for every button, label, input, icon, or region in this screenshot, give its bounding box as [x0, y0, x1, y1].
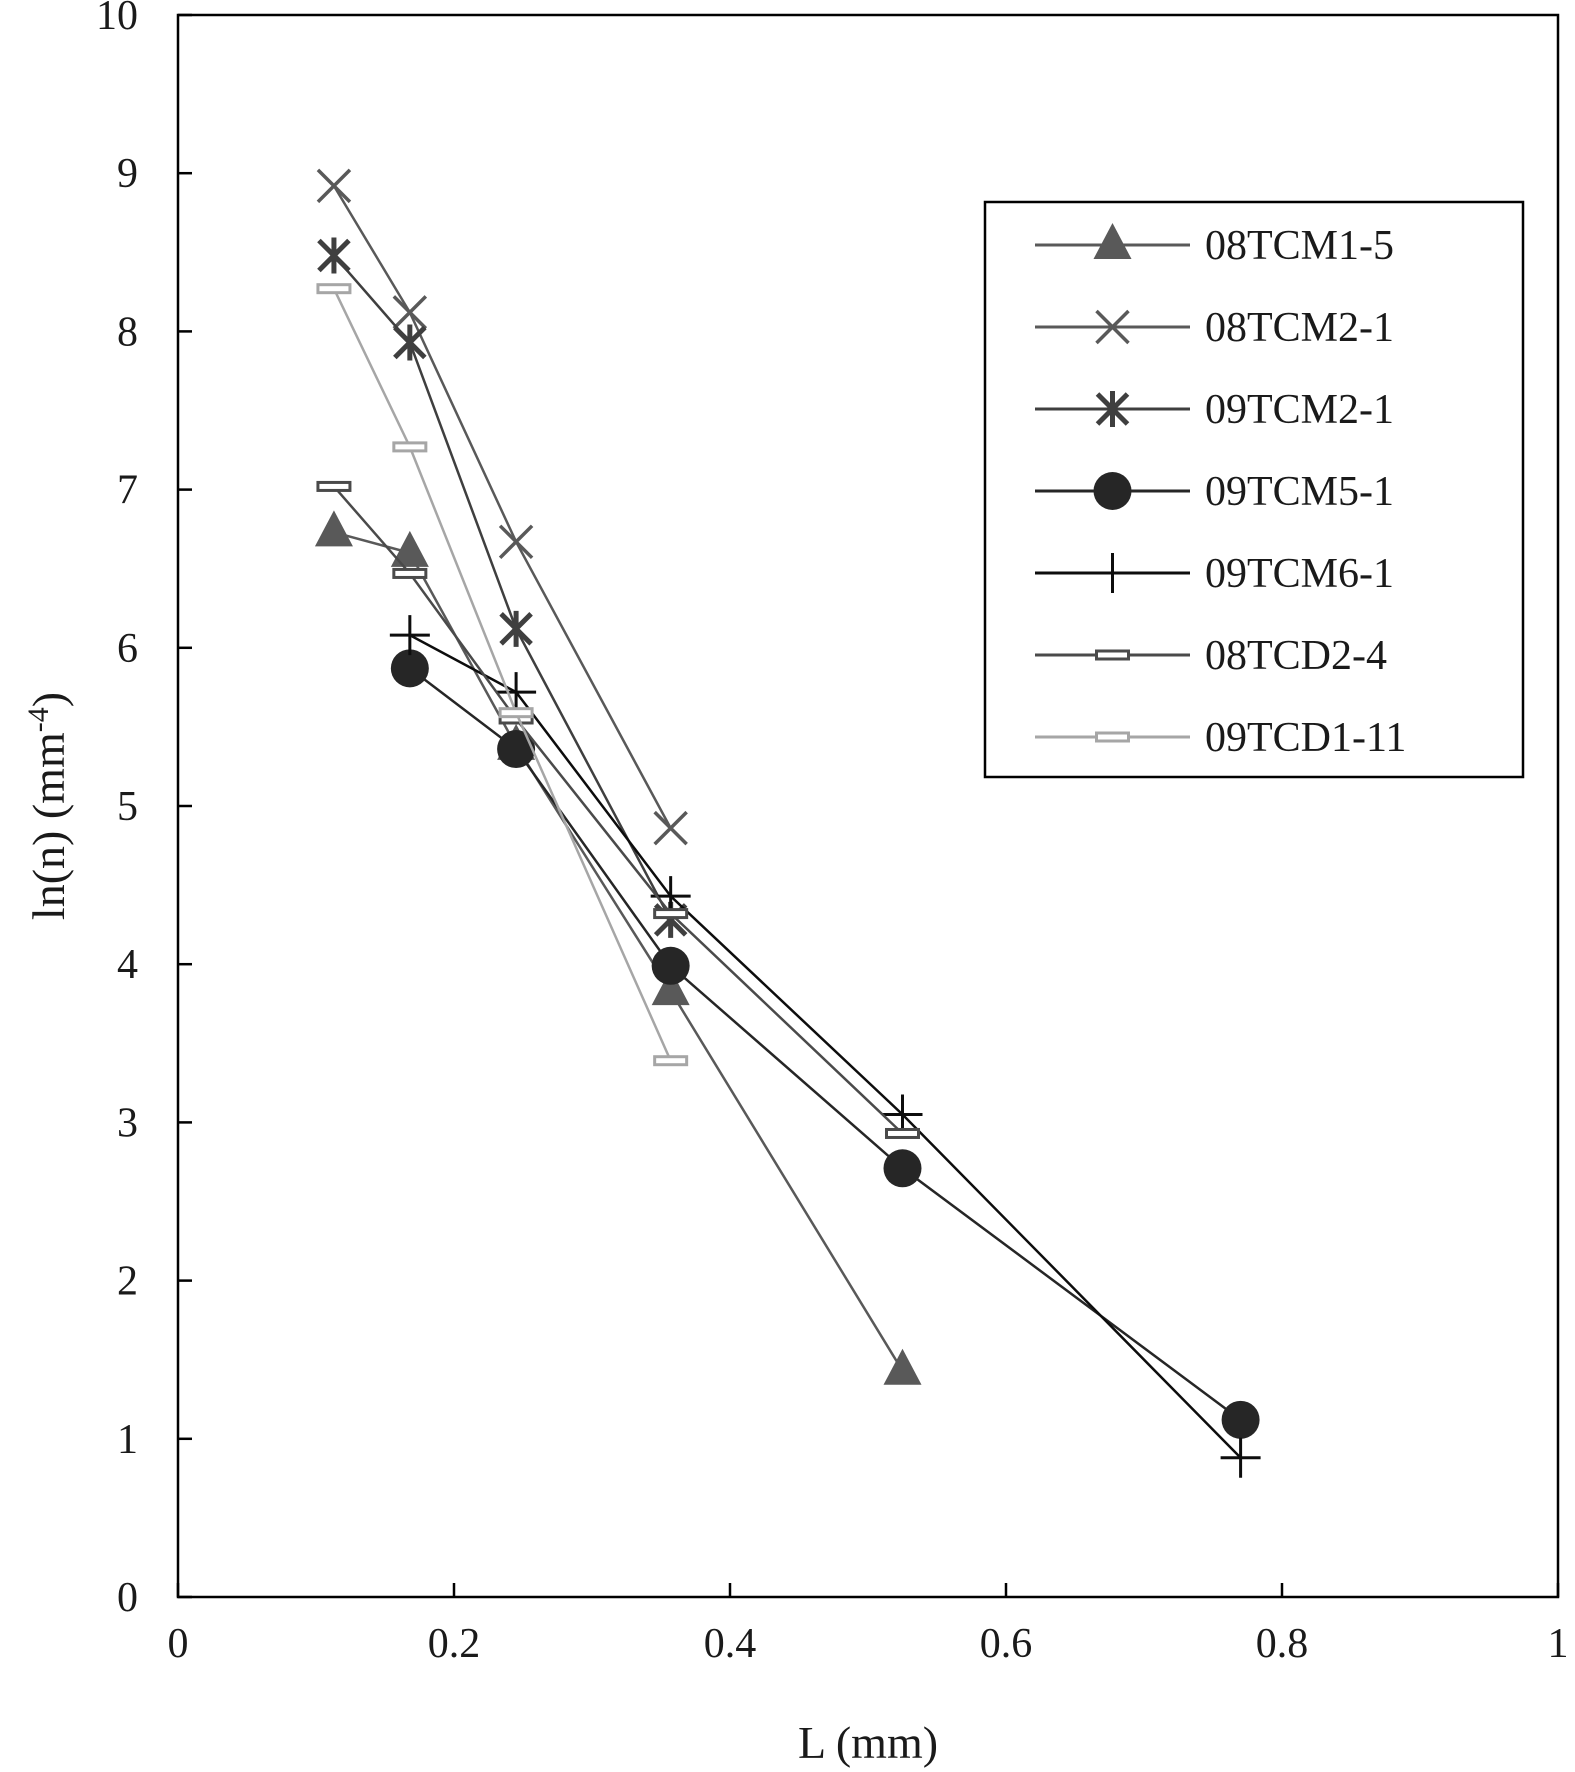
y-tick-label: 8 [117, 309, 138, 355]
y-axis-ticks: 0 1 2 3 4 5 6 7 8 9 10 [96, 0, 192, 1621]
series-layer [314, 168, 1261, 1478]
data-point [653, 810, 688, 846]
legend-marker [1093, 223, 1132, 259]
legend-marker [1092, 553, 1133, 593]
legend-entry: 09TCD1-11 [1035, 715, 1406, 761]
x-tick-label: 0.2 [428, 1621, 481, 1667]
legend-entry: 09TCM2-1 [1035, 387, 1394, 433]
data-point [653, 1055, 689, 1067]
data-point [882, 1094, 923, 1135]
legend-marker [1095, 731, 1130, 743]
series-08TCD2-4 [316, 480, 920, 1139]
legend-label: 08TCM1-5 [1205, 223, 1394, 269]
data-point [496, 672, 537, 713]
legend-label: 08TCM2-1 [1205, 305, 1394, 351]
data-point [317, 237, 351, 274]
legend-marker [1095, 309, 1130, 345]
data-point [499, 610, 533, 647]
y-tick-label: 7 [117, 468, 138, 514]
x-axis-title: L (mm) [798, 1717, 938, 1768]
legend-entry: 09TCM5-1 [1035, 469, 1394, 515]
series-line [332, 254, 672, 921]
series-09TCD1-11 [316, 283, 689, 1067]
legend-marker [1095, 649, 1130, 661]
y-tick-label: 2 [117, 1259, 138, 1305]
data-point [316, 480, 352, 492]
data-point [1220, 1437, 1261, 1478]
data-point [392, 295, 428, 330]
data-point [651, 969, 690, 1006]
series-line [332, 485, 904, 1135]
y-tick-label: 10 [96, 0, 138, 39]
series-09TCM2-1 [317, 237, 688, 938]
data-point [390, 530, 429, 567]
x-tick-label: 0.6 [980, 1621, 1033, 1667]
data-point [883, 1348, 922, 1385]
y-tick-label: 0 [117, 1575, 138, 1621]
data-point [314, 510, 353, 547]
x-axis-ticks: 0 0.2 0.4 0.6 0.8 1 [168, 1583, 1569, 1667]
legend-label: 09TCM2-1 [1205, 387, 1394, 433]
data-point [885, 1127, 920, 1139]
series-08TCM2-1 [316, 168, 688, 846]
series-09TCM6-1 [389, 615, 1261, 1478]
legend-label: 09TCD1-11 [1205, 715, 1406, 761]
y-tick-label: 6 [117, 626, 138, 672]
series-line [332, 185, 672, 829]
legend-label: 08TCD2-4 [1205, 633, 1387, 679]
legend-label: 09TCM5-1 [1205, 469, 1394, 515]
y-axis-title-end: ) [23, 692, 74, 707]
data-point [316, 283, 352, 295]
legend-marker [1095, 391, 1130, 427]
y-tick-label: 9 [117, 151, 138, 197]
series-line [332, 288, 672, 1062]
legend-entry: 08TCM1-5 [1035, 223, 1394, 269]
data-point [497, 730, 536, 769]
legend-entry: 09TCM6-1 [1035, 551, 1394, 597]
legend-entry: 08TCD2-4 [1035, 633, 1387, 679]
series-line [409, 667, 1242, 1421]
data-point [653, 908, 689, 920]
legend-marker [1093, 472, 1132, 510]
x-tick-label: 1 [1548, 1621, 1569, 1667]
series-08TCM1-5 [314, 510, 922, 1385]
data-point [393, 324, 427, 361]
data-point [651, 946, 690, 985]
series-09TCM5-1 [390, 649, 1260, 1439]
x-tick-label: 0.4 [704, 1621, 757, 1667]
data-point [1221, 1400, 1260, 1439]
data-point [392, 441, 428, 453]
data-point [883, 1149, 922, 1188]
y-axis-title-main: ln(n) (mm [23, 732, 74, 920]
y-tick-label: 4 [117, 942, 138, 988]
y-tick-label: 1 [117, 1417, 138, 1463]
y-axis-title: ln(n) (mm-4) [22, 692, 74, 920]
data-point [392, 567, 428, 579]
legend-label: 09TCM6-1 [1205, 551, 1394, 597]
legend: 08TCM1-5 08TCM2-1 09TCM2-1 09TCM5-1 09TCM6-1… [983, 200, 1525, 779]
y-axis-title-superscript: -4 [22, 707, 55, 732]
y-tick-label: 5 [117, 784, 138, 830]
x-tick-label: 0.8 [1256, 1621, 1309, 1667]
y-tick-label: 3 [117, 1100, 138, 1146]
data-point [389, 615, 430, 656]
data-point [316, 168, 352, 204]
x-tick-label: 0 [168, 1621, 189, 1667]
data-point [498, 524, 534, 560]
legend-entry: 08TCM2-1 [1035, 305, 1394, 351]
data-point [498, 707, 534, 719]
data-point [390, 649, 429, 688]
